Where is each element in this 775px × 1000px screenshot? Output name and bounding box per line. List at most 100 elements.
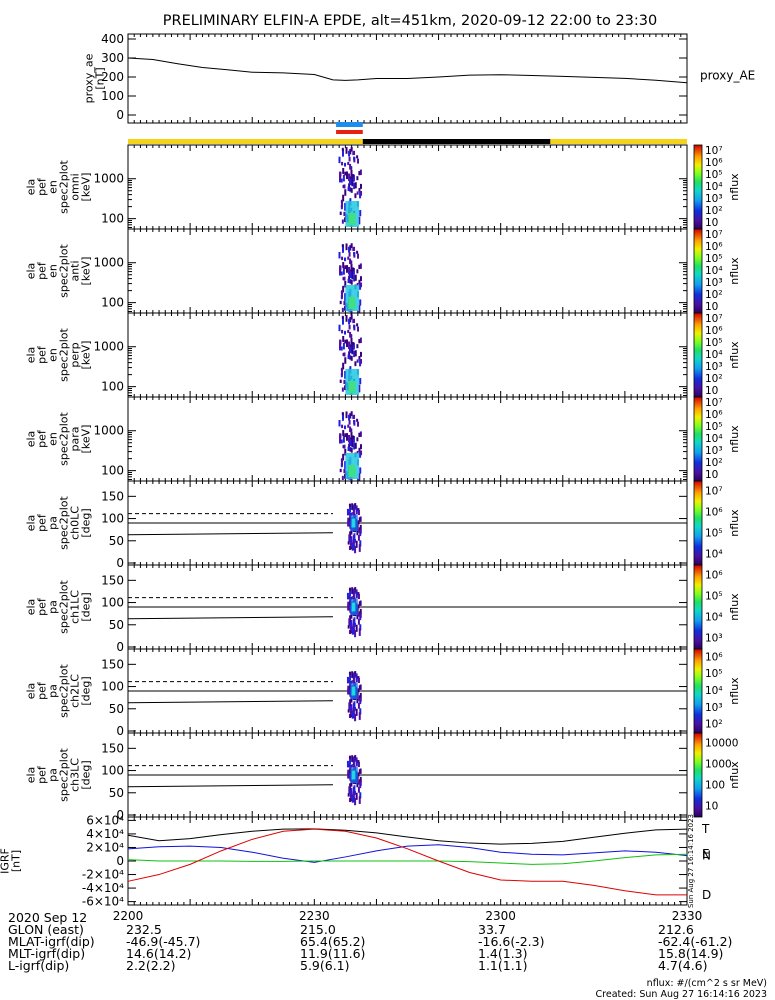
anti-loss-cone-line — [127, 784, 333, 788]
heatmap-cell — [351, 627, 354, 635]
heatmap-cell — [349, 148, 352, 155]
heatmap-cell — [355, 708, 358, 716]
heatmap-cell — [350, 279, 353, 285]
heatmap-cell — [350, 704, 353, 712]
heatmap-cell — [352, 267, 355, 275]
y-axis-label: perp — [69, 342, 82, 367]
y-axis-label: ela — [25, 347, 38, 364]
heatmap-cell — [359, 276, 362, 282]
footer-cell: 14.6(14.2) — [126, 946, 192, 961]
heatmap-cell — [338, 251, 341, 259]
heatmap-cell — [342, 342, 345, 350]
y-tick-label: 100 — [101, 296, 124, 310]
heatmap-cell — [344, 461, 347, 469]
y-axis-label: spec2plot — [58, 412, 71, 466]
y-axis-label: IGRF — [0, 848, 12, 874]
colorbar — [693, 144, 703, 230]
heatmap-cell — [352, 415, 355, 419]
heatmap-cell — [359, 263, 362, 269]
heatmap-cell — [358, 447, 361, 452]
colorbar-tick-label: 10⁶ — [705, 570, 723, 582]
ae-series-label: proxy_AE — [700, 69, 755, 83]
igrf-series-T — [127, 828, 688, 845]
colorbar-tick-label: 10⁴ — [705, 265, 723, 277]
heatmap-cell — [352, 247, 355, 251]
heatmap-cell — [357, 604, 360, 609]
y-axis-label: pef — [36, 345, 49, 364]
footer-cell: 4.7(4.6) — [658, 958, 708, 973]
heatmap-cell — [350, 680, 353, 685]
heatmap-cell — [346, 339, 349, 348]
footer-cell: 33.7 — [478, 922, 506, 937]
y-tick-label: 100 — [101, 464, 124, 478]
heatmap-cell — [341, 329, 344, 334]
heatmap-cell — [357, 613, 360, 617]
y-axis-label: [deg] — [80, 508, 93, 537]
y-axis-label: en — [47, 432, 60, 446]
y-axis-label: pa — [47, 684, 60, 698]
y-tick-label: 1000 — [93, 340, 124, 354]
heatmap-cell — [348, 252, 351, 257]
heatmap-cell — [355, 508, 358, 513]
heatmap-cell — [344, 448, 347, 456]
heatmap-cell — [342, 436, 345, 443]
colorbar-tick-label: 10⁶ — [705, 241, 723, 253]
colorbar-label: nflux — [728, 257, 741, 285]
heatmap-cell — [344, 330, 347, 335]
colorbar-tick-label: 10⁴ — [705, 685, 723, 697]
heatmap-cell — [346, 592, 349, 600]
heatmap-cell — [350, 476, 353, 484]
heatmap-cell — [341, 161, 344, 166]
heatmap-cell — [357, 529, 360, 533]
heatmap-cell — [357, 772, 360, 777]
heatmap-cell — [344, 162, 347, 167]
heatmap-cell — [351, 503, 354, 510]
footer-row-label: MLAT-igrf(dip) — [8, 934, 95, 949]
y-axis-label: [deg] — [80, 676, 93, 705]
y-tick-label: 0 — [116, 108, 124, 122]
heatmap-cell — [357, 535, 360, 541]
heatmap-cell — [358, 601, 361, 606]
heatmap-cell — [348, 786, 351, 795]
heatmap-cell — [352, 174, 355, 182]
y-tick-label: 100 — [101, 680, 124, 694]
y-axis-label: ch2LC — [69, 674, 82, 708]
heatmap-cell — [359, 351, 362, 357]
heatmap-cell — [351, 671, 354, 678]
heatmap-cell — [359, 337, 362, 344]
y-axis-label: [nT] — [94, 67, 107, 89]
heatmap-cell — [356, 323, 359, 327]
heatmap-cell — [348, 420, 351, 425]
heatmap-cell — [343, 469, 346, 474]
heatmap-cell — [357, 787, 360, 793]
heatmap-cell — [355, 592, 358, 597]
heatmap-cell — [352, 673, 355, 680]
y-axis-label: omni — [69, 173, 82, 200]
colorbar-tick-label: 10 — [705, 301, 718, 313]
heatmap-cell — [349, 413, 352, 419]
colorbar-label: nflux — [728, 509, 741, 537]
heatmap-cell — [358, 628, 361, 636]
colorbar-tick-label: 10⁵ — [705, 253, 723, 265]
y-tick-label: 150 — [101, 489, 124, 503]
footer-row-label: GLON (east) — [8, 922, 84, 937]
heatmap-cell — [356, 359, 359, 363]
heatmap-cell — [347, 709, 350, 713]
heatmap-cell — [357, 158, 360, 164]
heatmap-cell — [354, 182, 357, 189]
colorbar-tick-label: 100 — [705, 780, 725, 792]
heatmap-cell — [350, 166, 353, 171]
heatmap-cell — [359, 378, 362, 385]
heatmap-cell — [356, 344, 359, 349]
heatmap-cell — [360, 282, 363, 288]
heatmap-cell — [339, 339, 342, 348]
heatmap-cell — [357, 703, 360, 709]
heatmap-cell — [352, 589, 355, 596]
y-axis-label: pa — [47, 516, 60, 530]
heatmap-core-peak — [351, 602, 356, 612]
heatmap-cell — [339, 468, 342, 473]
heatmap-cell — [345, 147, 348, 154]
anti-loss-cone-line — [127, 532, 333, 536]
heatmap-cell — [348, 595, 351, 600]
en-para-frame — [127, 396, 688, 482]
